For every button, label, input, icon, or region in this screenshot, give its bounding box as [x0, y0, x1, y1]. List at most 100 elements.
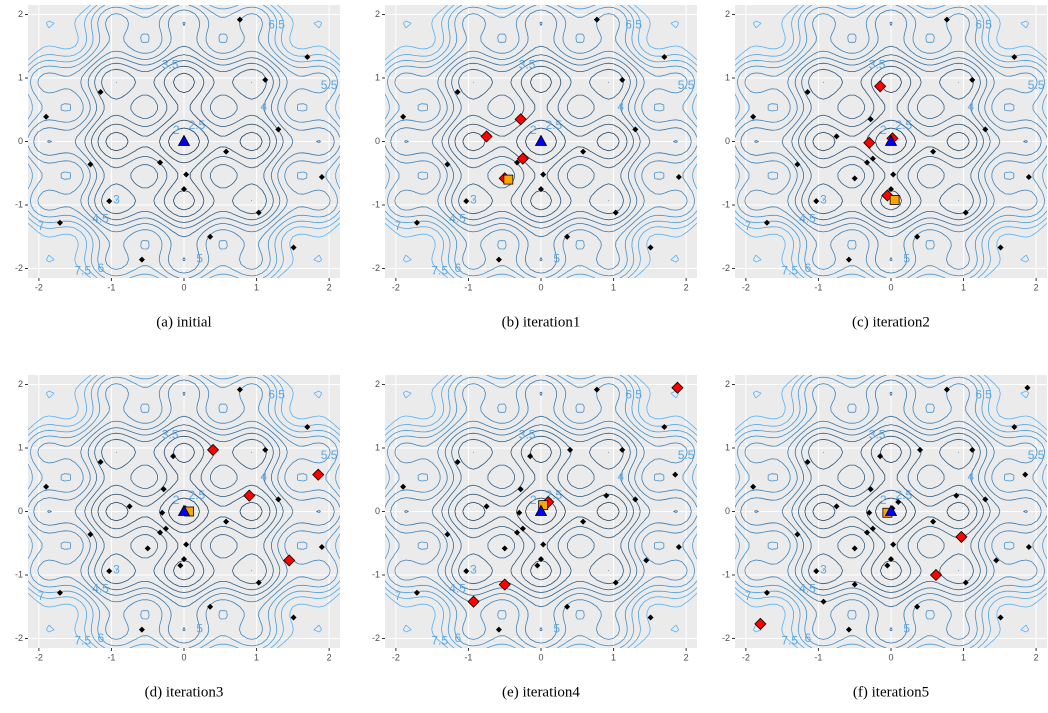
point	[813, 198, 820, 205]
contour-line	[525, 127, 557, 156]
point	[538, 556, 544, 563]
contour-line	[390, 379, 692, 644]
x-tick-label: 2	[1034, 652, 1039, 662]
x-tick-label: 1	[611, 282, 616, 292]
point	[463, 568, 470, 575]
contour-label: 7	[38, 219, 45, 233]
contour-line	[33, 379, 335, 644]
contour-label: 7	[38, 589, 45, 603]
contour-label: 5.5	[1028, 78, 1045, 92]
contours: 2 2.533.544.555.566.577.5	[28, 5, 340, 278]
contour-line	[91, 60, 277, 223]
contour-label: 2	[880, 493, 887, 507]
contour-label: 6	[98, 631, 105, 645]
contour-line	[385, 375, 697, 648]
point	[866, 509, 873, 516]
contour-label: 6.5	[268, 18, 285, 32]
contour-label: 3.5	[162, 427, 179, 441]
point	[867, 486, 874, 493]
point	[890, 541, 897, 548]
point	[144, 545, 151, 552]
y-tick-label: -1	[15, 199, 23, 209]
contour-label: 7.5	[431, 633, 448, 647]
point	[603, 492, 610, 499]
point	[413, 589, 420, 596]
point	[851, 581, 858, 588]
point	[867, 116, 874, 123]
x-tick-label: -1	[464, 282, 472, 292]
contour-line	[385, 5, 697, 278]
point	[763, 219, 770, 226]
x-tick-label: 2	[1034, 282, 1039, 292]
contour-line	[791, 54, 991, 229]
contour-line	[385, 375, 697, 648]
point	[917, 446, 924, 453]
contour-label: 2.5	[546, 118, 563, 132]
contour-line	[804, 435, 978, 588]
point	[851, 175, 858, 182]
point	[750, 483, 757, 490]
contour-line	[47, 391, 321, 632]
point	[495, 626, 502, 633]
contour-label: 4.5	[799, 581, 816, 595]
point	[833, 503, 840, 510]
x-tick-label: 2	[684, 282, 689, 292]
point	[672, 471, 679, 478]
contour-label: 6.5	[625, 388, 642, 402]
point	[804, 458, 811, 465]
point	[982, 496, 989, 503]
x-tick-label: 0	[181, 652, 186, 662]
x-tick-label: 2	[684, 652, 689, 662]
contour-label: 6	[455, 261, 462, 275]
contour-line	[28, 375, 340, 648]
contour-label: 5.5	[321, 78, 338, 92]
point	[754, 617, 767, 630]
point	[953, 492, 960, 499]
point	[236, 386, 243, 393]
x-tick-label: 1	[611, 652, 616, 662]
contour-label: 5	[553, 251, 560, 265]
point	[675, 174, 682, 181]
x-tick-label: 1	[961, 652, 966, 662]
point	[763, 589, 770, 596]
contours: 2 2.533.544.555.566.577.5	[385, 375, 697, 648]
y-tick-label: -1	[722, 569, 730, 579]
x-tick-label: -2	[392, 652, 400, 662]
contour-label: 3.5	[869, 427, 886, 441]
point	[540, 541, 547, 548]
contours: 2 2.533.544.555.566.577.5	[735, 5, 1047, 278]
point	[519, 525, 526, 532]
x-tick-label: -1	[814, 282, 822, 292]
y-tick-label: 0	[725, 506, 730, 516]
contour-label: 2	[173, 493, 180, 507]
y-tick-label: 0	[375, 506, 380, 516]
point	[312, 468, 325, 481]
contour-label: 7	[745, 589, 752, 603]
contour-label: 6	[98, 261, 105, 275]
point	[444, 161, 451, 168]
contour-line	[105, 442, 263, 581]
point	[845, 626, 852, 633]
x-tick-label: 0	[538, 652, 543, 662]
contour-line	[754, 21, 1028, 262]
y-tick-label: 0	[725, 136, 730, 146]
point	[97, 458, 104, 465]
point	[304, 424, 311, 431]
point	[884, 134, 898, 146]
point	[534, 134, 548, 146]
point	[580, 148, 587, 155]
point	[804, 88, 811, 95]
contour-label: 3.5	[162, 57, 179, 71]
point	[619, 446, 626, 453]
point	[955, 530, 968, 543]
point	[750, 113, 757, 120]
contour-line	[28, 375, 340, 648]
y-tick-label: 0	[18, 136, 23, 146]
contour-label: 5	[196, 251, 203, 265]
point	[463, 198, 470, 205]
x-tick-label: 1	[254, 652, 259, 662]
point	[962, 579, 969, 586]
point	[943, 16, 950, 23]
